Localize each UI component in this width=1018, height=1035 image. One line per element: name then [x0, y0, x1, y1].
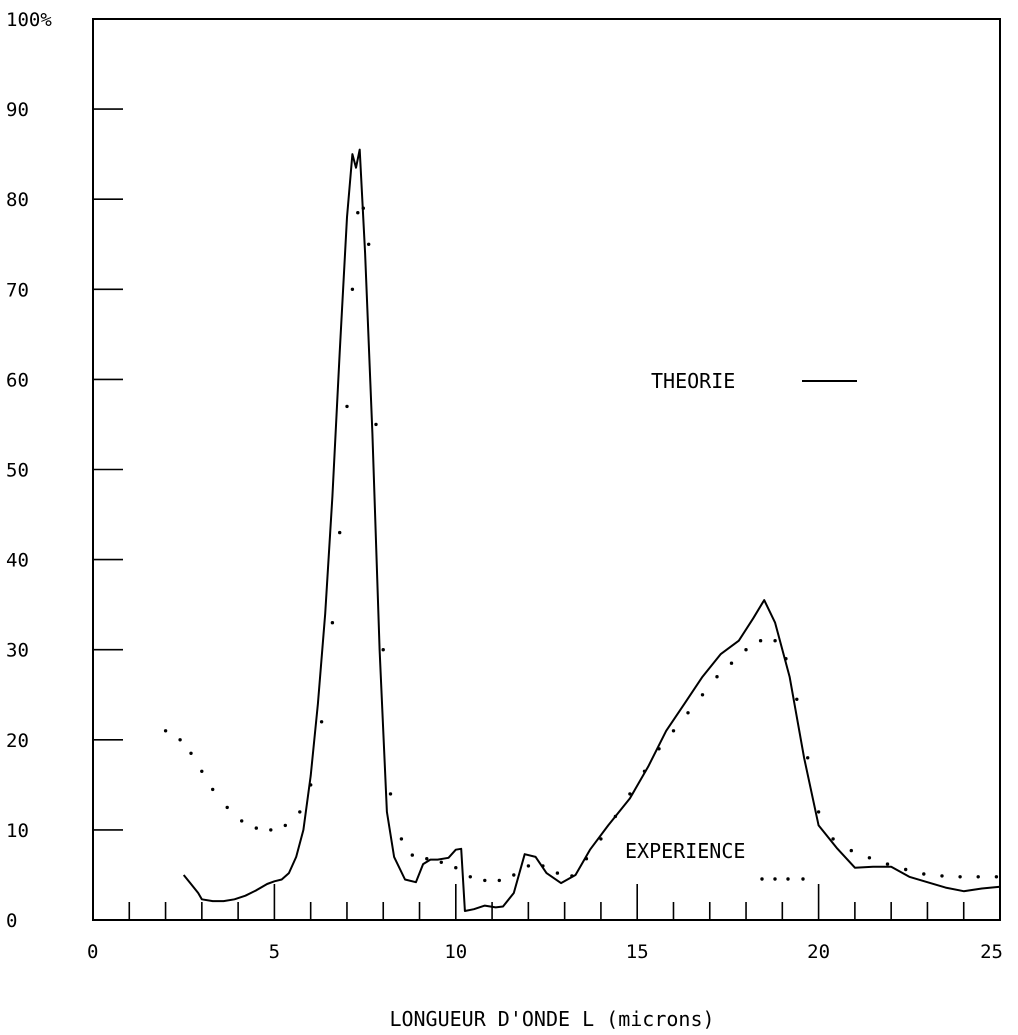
- series-theorie: [182, 148, 1001, 912]
- experience-point: [758, 639, 763, 643]
- experience-point: [715, 675, 719, 679]
- experience-point: [298, 810, 302, 814]
- experience-point: [367, 242, 371, 246]
- experience-point: [806, 756, 810, 760]
- experience-point: [885, 862, 890, 866]
- x-tick-label: 20: [807, 941, 830, 963]
- experience-point: [729, 661, 734, 665]
- x-tick-label: 0: [87, 941, 98, 963]
- experience-point: [283, 823, 287, 828]
- experience-point: [350, 287, 355, 291]
- experience-point: [200, 769, 204, 773]
- experience-point: [381, 648, 385, 652]
- experience-point: [330, 621, 335, 625]
- y-tick-label: 80: [6, 189, 29, 211]
- legend-experience-swatch: [773, 877, 777, 881]
- y-tick-label: 30: [6, 640, 29, 662]
- experience-point: [671, 729, 676, 733]
- ticks: 0 10 20 30 40 50 60 70 80 90 100% 0 5 10 15 20 25: [6, 9, 1003, 963]
- experience-point: [922, 872, 926, 876]
- legend-experience-swatch: [786, 877, 790, 881]
- y-tick-label: 100%: [6, 9, 52, 31]
- experience-point: [178, 738, 182, 742]
- experience-point: [994, 875, 999, 879]
- experience-point: [468, 875, 472, 879]
- experience-point: [163, 729, 168, 733]
- experience-point: [940, 874, 944, 878]
- experience-point: [904, 867, 908, 872]
- experience-point: [454, 866, 458, 870]
- experience-point: [225, 805, 229, 810]
- experience-point: [399, 837, 404, 841]
- experience-point: [642, 769, 647, 773]
- experience-point: [309, 783, 313, 787]
- experience-point: [361, 206, 365, 210]
- x-tick-label: 5: [269, 941, 280, 963]
- experience-point: [269, 828, 273, 832]
- x-tick-label: 25: [980, 941, 1003, 963]
- experience-point: [425, 857, 429, 861]
- legend-experience-swatch: [801, 877, 805, 881]
- y-tick-label: 90: [6, 99, 29, 121]
- y-tick-label: 60: [6, 369, 29, 391]
- experience-point: [388, 792, 393, 796]
- experience-point: [555, 871, 560, 875]
- experience-point: [849, 848, 853, 853]
- y-tick-label: 20: [6, 730, 29, 752]
- legend-experience-label: EXPERIENCE: [625, 839, 745, 863]
- y-tick-label: 50: [6, 460, 29, 482]
- x-tick-label: 15: [626, 941, 649, 963]
- experience-point: [570, 874, 574, 878]
- experience-point: [338, 530, 342, 535]
- y-tick-label: 70: [6, 279, 29, 301]
- experience-point: [816, 810, 821, 814]
- experience-point: [526, 864, 531, 868]
- theorie-line: [182, 148, 1001, 912]
- y-tick-label: 10: [6, 820, 29, 842]
- experience-point: [483, 878, 487, 883]
- experience-point: [686, 711, 690, 715]
- experience-point: [628, 792, 632, 796]
- experience-point: [319, 720, 324, 724]
- legend-theorie-label: THEORIE: [651, 369, 735, 393]
- series-experience: [163, 206, 999, 883]
- legend-experience-swatch: [760, 877, 764, 881]
- experience-point: [211, 787, 215, 792]
- experience-point: [599, 837, 603, 841]
- experience-point: [584, 857, 589, 861]
- plot-frame: [92, 18, 1001, 921]
- y-tick-label: 40: [6, 550, 29, 572]
- experience-point: [795, 697, 799, 701]
- experience-point: [410, 853, 414, 857]
- x-axis-title: LONGUEUR D'ONDE L (microns): [389, 1007, 714, 1031]
- legend: THEORIE EXPERIENCE: [625, 369, 857, 881]
- experience-point: [773, 639, 777, 643]
- experience-point: [254, 826, 258, 830]
- experience-point: [356, 211, 360, 215]
- experience-point: [700, 693, 705, 697]
- y-tick-label: 0: [6, 910, 17, 932]
- experience-point: [613, 814, 618, 819]
- experience-point: [744, 648, 748, 652]
- axes: [92, 18, 1001, 921]
- experience-point: [541, 864, 545, 868]
- experience-point: [512, 873, 516, 877]
- experience-point: [497, 878, 501, 883]
- experience-point: [976, 875, 980, 879]
- experience-point: [189, 751, 193, 755]
- experience-point: [240, 819, 244, 823]
- experience-point: [958, 875, 962, 879]
- experience-point: [867, 856, 872, 860]
- experience-point: [784, 657, 788, 661]
- x-tick-label: 10: [444, 941, 467, 963]
- experience-point: [439, 860, 443, 864]
- experience-point: [831, 837, 835, 841]
- experience-point: [657, 747, 661, 751]
- experience-point: [374, 422, 378, 427]
- experience-point: [345, 404, 349, 409]
